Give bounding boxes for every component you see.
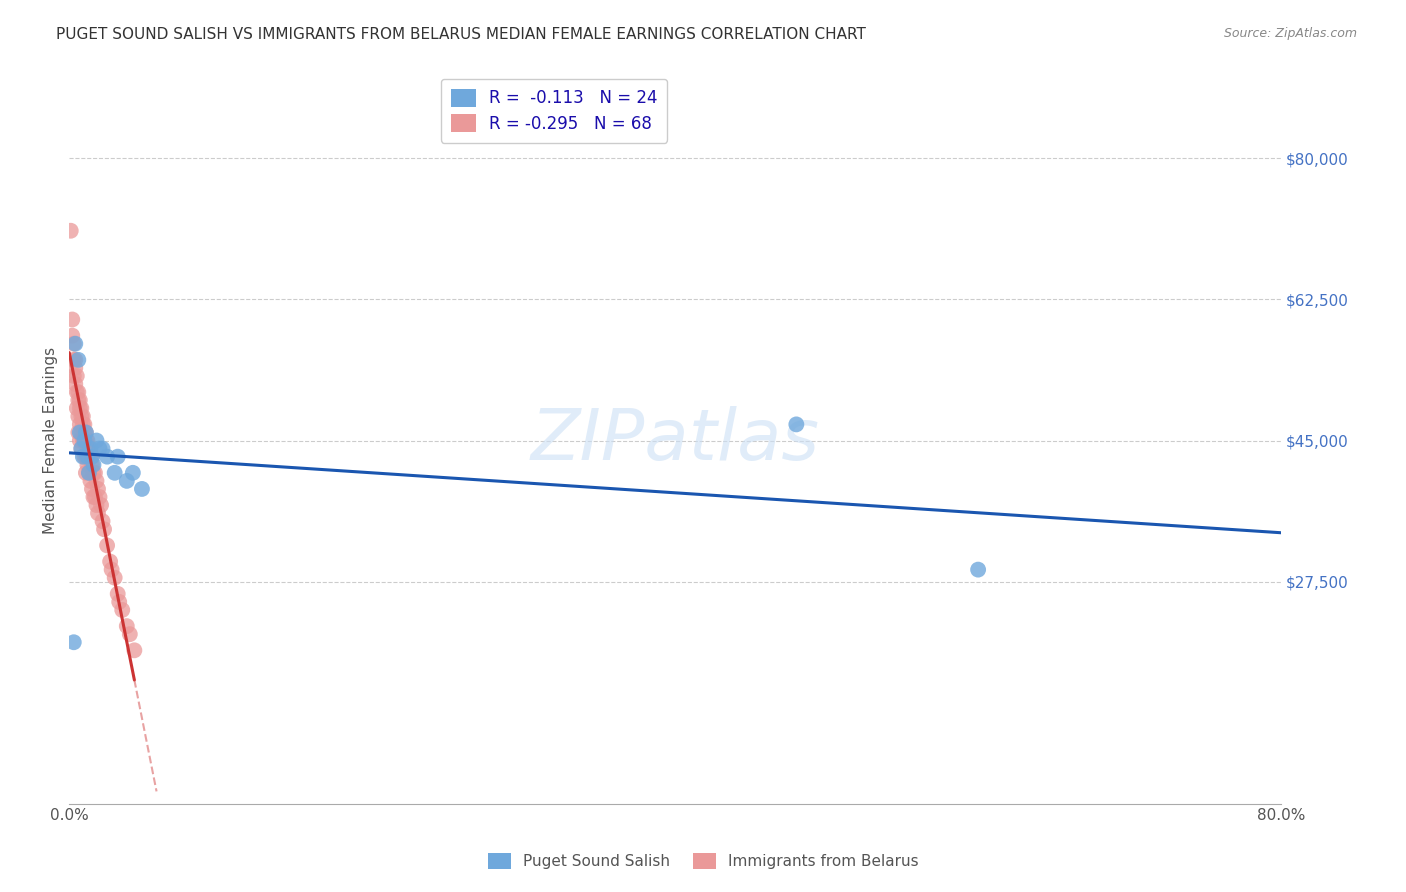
Point — [72, 409, 94, 424]
Point — [69, 417, 91, 432]
Text: PUGET SOUND SALISH VS IMMIGRANTS FROM BELARUS MEDIAN FEMALE EARNINGS CORRELATION: PUGET SOUND SALISH VS IMMIGRANTS FROM BE… — [56, 27, 866, 42]
Point — [131, 482, 153, 496]
Point — [118, 627, 141, 641]
Point — [73, 425, 96, 440]
Point — [70, 442, 93, 456]
Point — [60, 312, 83, 326]
Point — [80, 450, 103, 464]
Text: ZIPatlas: ZIPatlas — [530, 406, 820, 475]
Point — [75, 434, 97, 448]
Point — [73, 434, 96, 448]
Point — [65, 360, 87, 375]
Point — [70, 442, 93, 456]
Point — [80, 450, 103, 464]
Point — [67, 409, 90, 424]
Point — [79, 450, 101, 464]
Point — [107, 587, 129, 601]
Point — [104, 466, 127, 480]
Point — [65, 352, 87, 367]
Point — [62, 352, 84, 367]
Point — [98, 555, 121, 569]
Point — [62, 336, 84, 351]
Y-axis label: Median Female Earnings: Median Female Earnings — [44, 347, 58, 534]
Point — [124, 643, 146, 657]
Point — [66, 401, 89, 416]
Point — [65, 377, 87, 392]
Text: Source: ZipAtlas.com: Source: ZipAtlas.com — [1223, 27, 1357, 40]
Point — [86, 474, 108, 488]
Point — [70, 425, 93, 440]
Point — [75, 425, 97, 440]
Point — [75, 425, 97, 440]
Point — [91, 442, 114, 456]
Point — [72, 434, 94, 448]
Point — [75, 466, 97, 480]
Point — [104, 571, 127, 585]
Point — [96, 538, 118, 552]
Point — [62, 635, 84, 649]
Point — [62, 369, 84, 384]
Point — [89, 490, 111, 504]
Point — [79, 474, 101, 488]
Point — [69, 434, 91, 448]
Point — [93, 522, 115, 536]
Point — [86, 498, 108, 512]
Point — [80, 482, 103, 496]
Point — [87, 482, 110, 496]
Point — [107, 450, 129, 464]
Point — [65, 336, 87, 351]
Point — [121, 466, 143, 480]
Point — [108, 595, 131, 609]
Point — [77, 466, 100, 480]
Point — [60, 328, 83, 343]
Point — [72, 450, 94, 464]
Point — [72, 417, 94, 432]
Point — [111, 603, 134, 617]
Point — [115, 619, 138, 633]
Point — [77, 466, 100, 480]
Point — [79, 442, 101, 456]
Point — [77, 450, 100, 464]
Point — [67, 385, 90, 400]
Point — [73, 450, 96, 464]
Point — [67, 425, 90, 440]
Point — [91, 514, 114, 528]
Point — [70, 401, 93, 416]
Point — [73, 434, 96, 448]
Point — [785, 417, 807, 432]
Point — [100, 563, 122, 577]
Point — [84, 466, 107, 480]
Point — [80, 458, 103, 472]
Point — [67, 352, 90, 367]
Point — [89, 442, 111, 456]
Point — [967, 563, 990, 577]
Point — [82, 458, 104, 472]
Point — [82, 490, 104, 504]
Point — [59, 224, 82, 238]
Point — [84, 490, 107, 504]
Point — [76, 450, 98, 464]
Point — [82, 466, 104, 480]
Legend: Puget Sound Salish, Immigrants from Belarus: Puget Sound Salish, Immigrants from Bela… — [481, 847, 925, 875]
Point — [69, 401, 91, 416]
Point — [67, 393, 90, 408]
Point — [66, 385, 89, 400]
Point — [76, 458, 98, 472]
Point — [86, 434, 108, 448]
Point — [96, 450, 118, 464]
Point — [69, 425, 91, 440]
Point — [76, 442, 98, 456]
Point — [77, 442, 100, 456]
Legend: R =  -0.113   N = 24, R = -0.295   N = 68: R = -0.113 N = 24, R = -0.295 N = 68 — [440, 78, 668, 143]
Point — [75, 450, 97, 464]
Point — [70, 409, 93, 424]
Point — [66, 369, 89, 384]
Point — [87, 506, 110, 520]
Point — [76, 434, 98, 448]
Point — [115, 474, 138, 488]
Point — [73, 417, 96, 432]
Point — [69, 393, 91, 408]
Point — [90, 498, 112, 512]
